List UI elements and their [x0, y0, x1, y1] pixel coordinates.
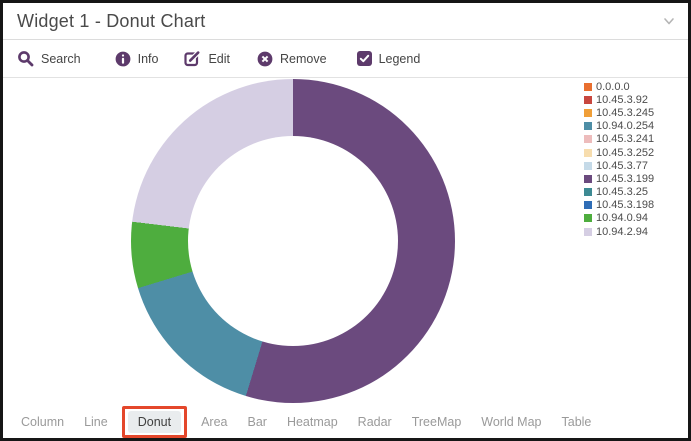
tab-line[interactable]: Line	[84, 415, 108, 429]
legend-swatch	[584, 122, 592, 131]
legend-item[interactable]: 10.94.0.94	[584, 212, 684, 225]
legend-toggle[interactable]: Legend	[356, 51, 421, 66]
legend-swatch	[584, 108, 592, 117]
legend-item[interactable]: 10.45.3.92	[584, 93, 684, 106]
legend-label-text: 0.0.0.0	[596, 80, 630, 93]
tab-column[interactable]: Column	[21, 415, 65, 429]
legend-item[interactable]: 0.0.0.0	[584, 80, 684, 93]
legend-label-text: 10.45.3.241	[596, 133, 655, 146]
legend-swatch	[584, 95, 592, 104]
legend-item[interactable]: 10.45.3.241	[584, 133, 684, 146]
legend-label-text: 10.45.3.198	[596, 199, 655, 212]
legend-swatch	[584, 135, 592, 144]
legend-label-text: 10.45.3.252	[596, 146, 655, 159]
info-label: Info	[137, 51, 159, 66]
chart-legend: 0.0.0.0 10.45.3.92 10.45.3.245 10.94.0.254 1…	[584, 80, 684, 238]
remove-icon	[257, 51, 273, 67]
legend-label-text: 10.45.3.25	[596, 186, 648, 199]
legend-item[interactable]: 10.45.3.252	[584, 146, 684, 159]
legend-swatch	[584, 161, 592, 170]
search-icon	[17, 50, 34, 67]
legend-label-text: 10.45.3.92	[596, 93, 648, 106]
active-tab-highlight: Donut	[121, 406, 188, 438]
legend-label-text: 10.45.3.245	[596, 106, 655, 119]
legend-item[interactable]: 10.94.0.254	[584, 120, 684, 133]
legend-swatch	[584, 227, 592, 236]
chart-area: 0.0.0.0 10.45.3.92 10.45.3.245 10.94.0.254 1…	[3, 78, 688, 406]
legend-swatch	[584, 174, 592, 183]
tab-table[interactable]: Table	[561, 415, 592, 429]
chart-type-tabs: Column Line Donut Area Bar Heatmap Radar TreeMa…	[3, 406, 688, 438]
legend-label: Legend	[378, 51, 421, 66]
legend-label-text: 10.94.0.94	[596, 212, 648, 225]
legend-item[interactable]: 10.45.3.77	[584, 159, 684, 172]
toolbar: Search Info Edit	[3, 40, 688, 78]
legend-item[interactable]: 10.45.3.198	[584, 199, 684, 212]
search-button[interactable]: Search	[17, 50, 81, 67]
chevron-down-icon[interactable]	[662, 14, 676, 28]
remove-label: Remove	[280, 51, 327, 66]
legend-item[interactable]: 10.45.3.199	[584, 172, 684, 185]
widget-title: Widget 1 - Donut Chart	[17, 10, 206, 31]
donut-chart[interactable]	[131, 79, 455, 403]
edit-label: Edit	[208, 51, 231, 66]
tab-area[interactable]: Area	[201, 415, 228, 429]
tab-radar[interactable]: Radar	[357, 415, 392, 429]
legend-swatch	[584, 214, 592, 223]
tab-treemap[interactable]: TreeMap	[411, 415, 462, 429]
legend-checkbox-checked[interactable]	[356, 51, 372, 66]
legend-label-text: 10.45.3.199	[596, 172, 655, 185]
legend-label-text: 10.94.0.254	[596, 120, 655, 133]
edit-button[interactable]: Edit	[184, 50, 230, 67]
donut-hole	[188, 136, 398, 346]
legend-swatch	[584, 82, 592, 91]
legend-label-text: 10.94.2.94	[596, 225, 648, 238]
tab-heatmap[interactable]: Heatmap	[286, 415, 338, 429]
legend-swatch	[584, 188, 592, 197]
legend-swatch	[584, 148, 592, 157]
edit-icon	[184, 50, 201, 67]
search-label: Search	[41, 51, 81, 66]
info-button[interactable]: Info	[115, 51, 159, 67]
legend-item[interactable]: 10.94.2.94	[584, 225, 684, 238]
tab-bar[interactable]: Bar	[247, 415, 267, 429]
titlebar: Widget 1 - Donut Chart	[3, 3, 688, 40]
legend-swatch	[584, 201, 592, 210]
info-icon	[115, 51, 131, 67]
legend-item[interactable]: 10.45.3.245	[584, 106, 684, 119]
legend-label-text: 10.45.3.77	[596, 159, 648, 172]
legend-item[interactable]: 10.45.3.25	[584, 186, 684, 199]
tab-donut[interactable]: Donut	[127, 411, 182, 433]
remove-button[interactable]: Remove	[257, 51, 327, 67]
tab-world-map[interactable]: World Map	[481, 415, 542, 429]
